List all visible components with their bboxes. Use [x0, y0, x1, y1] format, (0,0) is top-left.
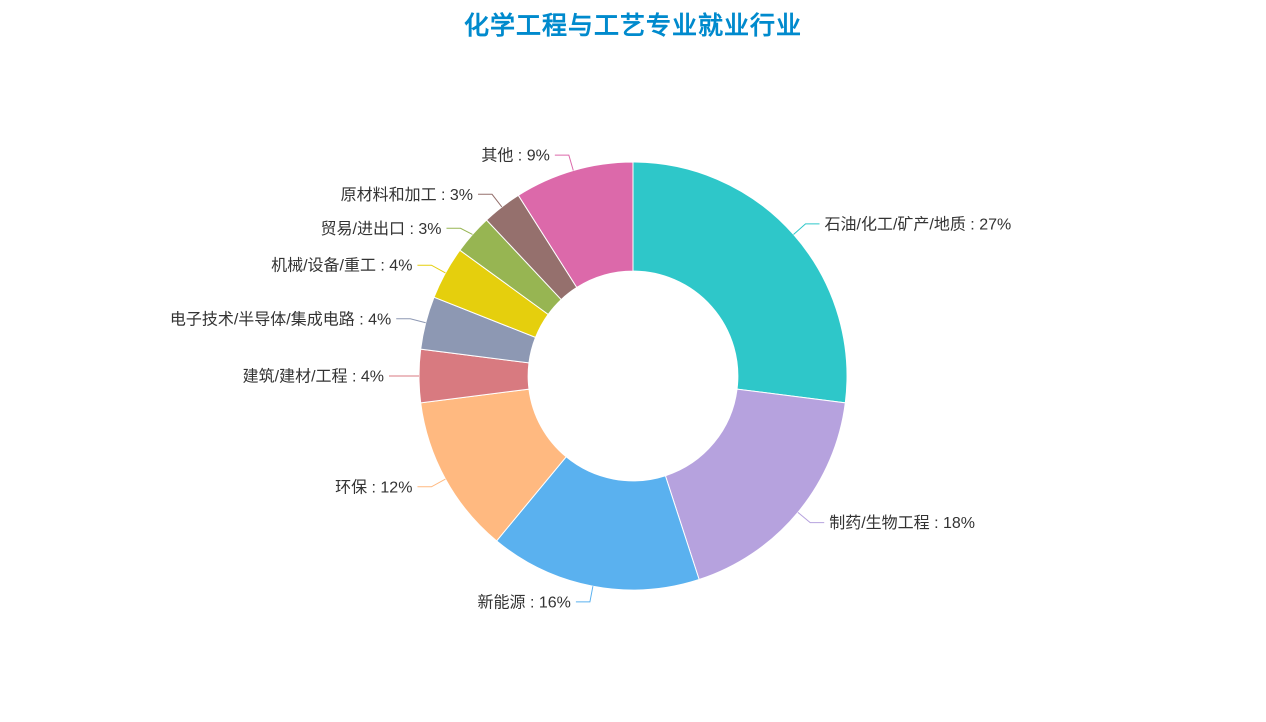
pie-label-line-2 [575, 586, 594, 603]
pie-label-1: 制药/生物工程 : 18% [829, 514, 975, 532]
pie-label-line-3 [417, 478, 446, 488]
pie-label-9: 其他 : 9% [481, 147, 549, 165]
pie-label-8: 原材料和加工 : 3% [341, 186, 473, 204]
pie-label-4: 建筑/建材/工程 : 4% [243, 368, 384, 386]
pie-label-line-1 [797, 512, 825, 524]
pie-label-5: 电子技术/半导体/集成电路 : 4% [170, 310, 391, 328]
pie-label-line-5 [396, 318, 426, 324]
pie-label-line-0 [793, 223, 820, 235]
pie-slice-2[interactable] [495, 456, 700, 591]
pie-label-0: 石油/化工/矿产/地质 : 27% [825, 215, 1012, 233]
pie-label-line-8 [478, 193, 503, 208]
pie-slice-1[interactable] [664, 388, 846, 581]
pie-slice-0[interactable] [632, 161, 848, 404]
pie-label-3: 环保 : 12% [335, 478, 412, 496]
pie-label-6: 机械/设备/重工 : 4% [271, 257, 412, 275]
pie-label-line-9 [554, 154, 574, 171]
pie-label-line-6 [417, 264, 446, 274]
pie-label-2: 新能源 : 16% [478, 593, 571, 611]
pie-label-line-7 [446, 227, 473, 235]
pie-label-7: 贸易/进出口 : 3% [321, 220, 442, 238]
chart-title: 化学工程与工艺专业就业行业 [463, 12, 802, 40]
pie-slice-9[interactable] [517, 161, 634, 289]
